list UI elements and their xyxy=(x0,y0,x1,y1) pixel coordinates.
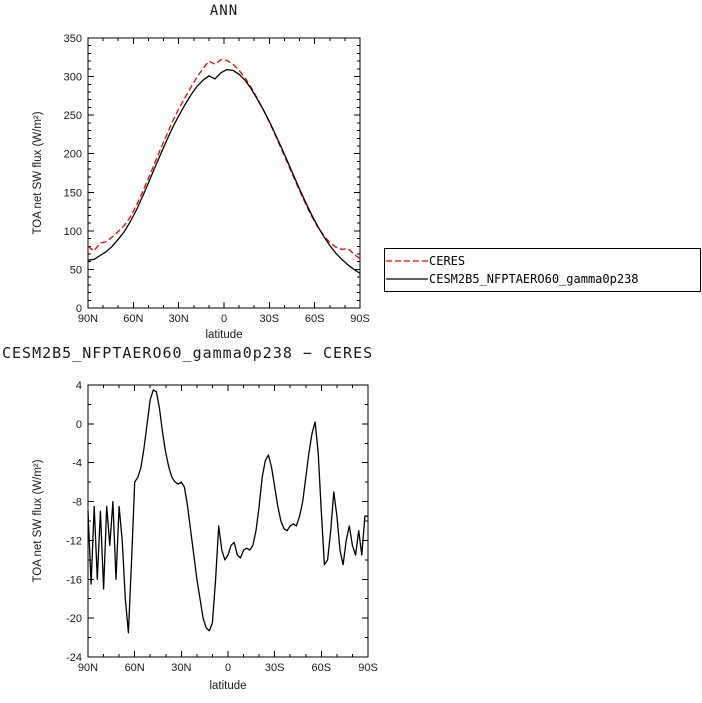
x-tick-label: 60S xyxy=(312,662,332,674)
y-tick-label: 150 xyxy=(64,187,82,199)
y-tick-label: 0 xyxy=(76,303,82,315)
top-x-axis-label: latitude xyxy=(205,329,242,341)
y-tick-label: -4 xyxy=(72,458,82,470)
legend-label-model: CESM2B5_NFPTAERO60_gamma0p238 xyxy=(429,272,639,286)
series-line-1-0 xyxy=(87,389,368,634)
series-line-0-1 xyxy=(87,68,361,274)
bottom-y-axis-label: TOA net SW flux (W/m²) xyxy=(32,459,44,582)
x-tick-label: 0 xyxy=(221,313,227,325)
y-tick-label: 4 xyxy=(76,380,82,392)
y-tick-label: -20 xyxy=(66,613,82,625)
plot-frame xyxy=(87,384,369,658)
top-plot: 90N 60N 30N 0 30S 60S 90S 0 50 100 150 200 250 300 350 xyxy=(64,33,370,325)
y-tick-label: -24 xyxy=(66,652,82,664)
y-tick-label: 100 xyxy=(64,226,82,238)
x-tick-label: 90N xyxy=(78,662,98,674)
legend-box: CERES CESM2B5_NFPTAERO60_gamma0p238 xyxy=(384,248,701,292)
top-y-axis-label: TOA net SW flux (W/m²) xyxy=(32,111,44,234)
x-tick-label: 90S xyxy=(350,313,370,325)
legend-label-ceres: CERES xyxy=(429,254,466,268)
series-line-0-0 xyxy=(87,58,361,260)
y-tick-label: 350 xyxy=(64,33,82,45)
x-tick-label: 60S xyxy=(305,313,325,325)
y-tick-label: -16 xyxy=(66,574,82,586)
legend-entry-ceres: CERES xyxy=(385,252,700,270)
plot-frame xyxy=(87,37,361,309)
x-tick-label: 30S xyxy=(260,313,280,325)
x-tick-label: 0 xyxy=(225,662,231,674)
model-solid-line-sample xyxy=(386,278,428,280)
y-tick-label: 250 xyxy=(64,110,82,122)
bottom-plot: 90N 60N 30N 0 30S 60S 90S 4 0 -4 -8 -12 -16 -20 -24 xyxy=(66,380,378,674)
y-tick-label: 0 xyxy=(76,419,82,431)
x-tick-label: 30N xyxy=(171,662,191,674)
x-tick-label: 30N xyxy=(169,313,189,325)
y-tick-label: -8 xyxy=(72,497,82,509)
bottom-x-axis-label: latitude xyxy=(209,680,246,692)
x-tick-label: 60N xyxy=(125,662,145,674)
x-tick-label: 90N xyxy=(78,313,98,325)
y-tick-label: -12 xyxy=(66,535,82,547)
top-chart-title: ANN xyxy=(210,3,238,19)
y-tick-label: 300 xyxy=(64,72,82,84)
legend-entry-model: CESM2B5_NFPTAERO60_gamma0p238 xyxy=(385,270,700,288)
x-tick-label: 60N xyxy=(123,313,143,325)
bottom-chart-title: CESM2B5_NFPTAERO60_gamma0p238 − CERES xyxy=(2,344,373,362)
x-tick-label: 90S xyxy=(358,662,378,674)
x-tick-label: 30S xyxy=(265,662,285,674)
y-tick-label: 200 xyxy=(64,149,82,161)
y-tick-label: 50 xyxy=(70,264,82,276)
ceres-dashed-line-sample xyxy=(386,260,428,262)
